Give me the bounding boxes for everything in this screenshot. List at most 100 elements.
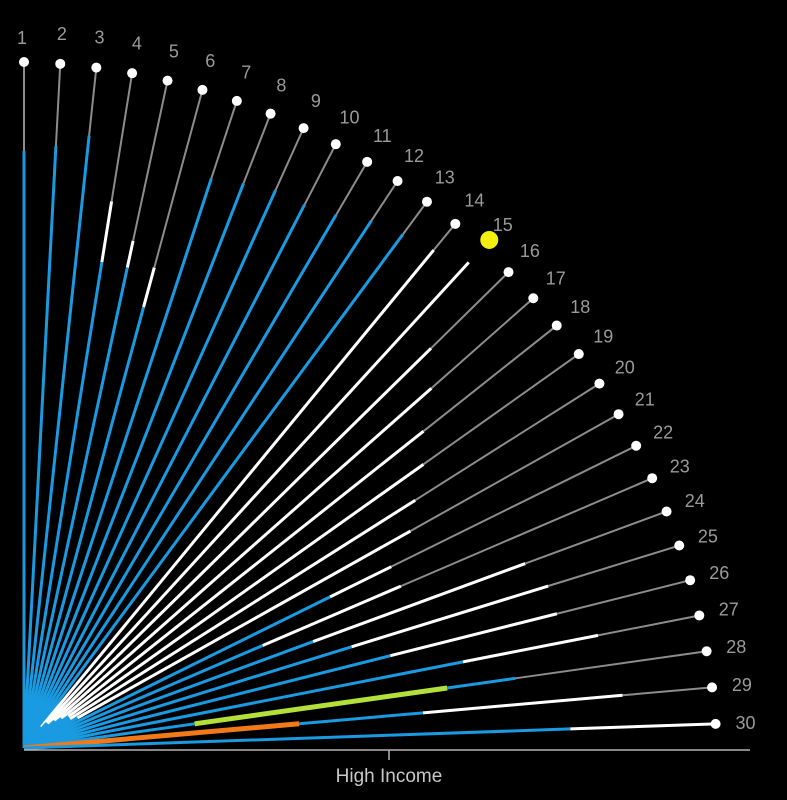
spoke-26-segment-blue: [23, 654, 391, 750]
spoke-26: [23, 579, 691, 750]
spoke-10-segment-blue: [22, 203, 306, 749]
spoke-label-21: 21: [635, 390, 655, 410]
spoke-29-segment-gray: [622, 686, 713, 697]
spoke-28-segment-gray: [515, 650, 707, 680]
spoke-20-segment-gray: [414, 382, 600, 502]
spoke-label-5: 5: [169, 41, 179, 61]
spoke-21-segment-white: [76, 529, 412, 720]
spoke-6-segment-gray: [153, 89, 204, 268]
endpoint-dot-5: [162, 75, 173, 86]
spoke-3-segment-blue: [22, 135, 91, 749]
spoke-label-1: 1: [17, 28, 27, 48]
spoke-17-segment-gray: [430, 297, 534, 389]
endpoint-dot-29: [707, 682, 718, 693]
spoke-24: [23, 510, 667, 750]
spoke-6-segment-blue: [22, 306, 146, 749]
spoke-label-13: 13: [435, 168, 455, 188]
spoke-29-segment-orange: [23, 721, 300, 751]
endpoint-dot-16: [503, 267, 514, 278]
spoke-20-segment-white: [69, 498, 417, 721]
spoke-12-segment-gray: [370, 180, 399, 222]
spoke-16-segment-gray: [430, 271, 510, 349]
spoke-29-segment-blue: [299, 711, 424, 726]
spoke-8-segment-blue: [22, 182, 245, 749]
spoke-label-14: 14: [464, 191, 484, 211]
spoke-5-segment-blue: [22, 267, 129, 749]
spoke-label-15: 15: [493, 215, 513, 235]
spoke-22-segment-blue: [23, 595, 331, 750]
spoke-24-segment-white: [312, 562, 526, 643]
spoke-25: [23, 544, 680, 750]
spoke-label-17: 17: [546, 268, 566, 288]
endpoint-dot-10: [330, 139, 341, 150]
spoke-label-3: 3: [95, 28, 105, 48]
spoke-13-segment-blue: [22, 233, 404, 749]
spoke-2-segment-gray: [54, 63, 62, 146]
spoke-2-segment-blue: [22, 145, 58, 749]
spoke-22-segment-gray: [390, 444, 637, 568]
spoke-4: [22, 73, 134, 749]
highlight-dot-15: [480, 230, 499, 249]
spoke-label-30: 30: [736, 713, 756, 733]
spoke-26-segment-gray: [556, 579, 691, 615]
endpoint-dot-30: [710, 718, 721, 729]
spoke-9: [22, 127, 305, 749]
spoke-23-segment-white: [262, 584, 402, 647]
spoke-12-segment-blue: [22, 219, 373, 749]
spoke-12: [22, 180, 399, 749]
endpoint-dot-18: [551, 320, 562, 331]
spoke-30-segment-white: [570, 722, 716, 731]
endpoint-dot-26: [685, 575, 696, 586]
spoke-labels-layer: 1 2 3 4 5 67891011121314151617181920212223242…: [17, 24, 756, 733]
spoke-11: [22, 161, 369, 749]
spoke-label-20: 20: [615, 358, 635, 378]
spoke-27-segment-gray: [597, 614, 700, 637]
spoke-label-7: 7: [241, 62, 251, 82]
endpoint-dot-6: [197, 84, 208, 95]
spoke-23-segment-gray: [400, 477, 653, 588]
spoke-label-11: 11: [373, 126, 392, 146]
spoke-10: [22, 143, 337, 749]
spoke-25-segment-white: [351, 584, 549, 649]
spoke-14-segment-gray: [432, 223, 457, 251]
spoke-27-segment-white: [462, 633, 599, 664]
spoke-7: [22, 100, 238, 749]
spoke-10-segment-gray: [303, 143, 337, 206]
spoke-22: [23, 444, 637, 750]
spoke-7-segment-blue: [22, 178, 213, 749]
endpoint-dot-21: [613, 409, 624, 420]
spoke-8: [22, 113, 272, 749]
endpoint-dot-8: [265, 108, 276, 119]
endpoint-dot-9: [298, 123, 309, 134]
spoke-30: [23, 722, 716, 750]
endpoint-dot-28: [701, 646, 712, 657]
spoke-13: [22, 201, 428, 749]
spoke-label-26: 26: [709, 563, 729, 583]
endpoint-dot-12: [392, 176, 403, 187]
spoke-19-segment-white: [67, 463, 425, 718]
spoke-2: [22, 63, 62, 749]
endpoint-dot-1: [19, 57, 29, 67]
spokes-layer: [22, 62, 716, 751]
spoke-label-16: 16: [520, 241, 540, 261]
spoke-3-segment-gray: [88, 67, 98, 136]
endpoint-dots-layer: [19, 57, 721, 729]
x-axis-label: High Income: [336, 766, 443, 787]
spoke-label-27: 27: [719, 600, 739, 620]
endpoint-dot-20: [594, 378, 605, 389]
spoke-label-4: 4: [132, 34, 142, 54]
endpoint-dot-27: [694, 610, 705, 621]
spoke-28-segment-blue: [447, 676, 516, 690]
spoke-23-segment-blue: [23, 644, 264, 750]
spoke-18-segment-white: [60, 429, 425, 720]
spoke-13-segment-gray: [401, 201, 428, 236]
spoke-6: [22, 89, 204, 749]
spoke-19-segment-gray: [422, 353, 580, 466]
spoke-label-12: 12: [404, 146, 424, 166]
spoke-4-segment-gray: [110, 73, 134, 202]
endpoint-dot-2: [55, 58, 66, 69]
endpoint-dot-14: [450, 218, 461, 229]
spoke-4-segment-white: [100, 201, 114, 263]
spoke-label-19: 19: [593, 327, 613, 347]
